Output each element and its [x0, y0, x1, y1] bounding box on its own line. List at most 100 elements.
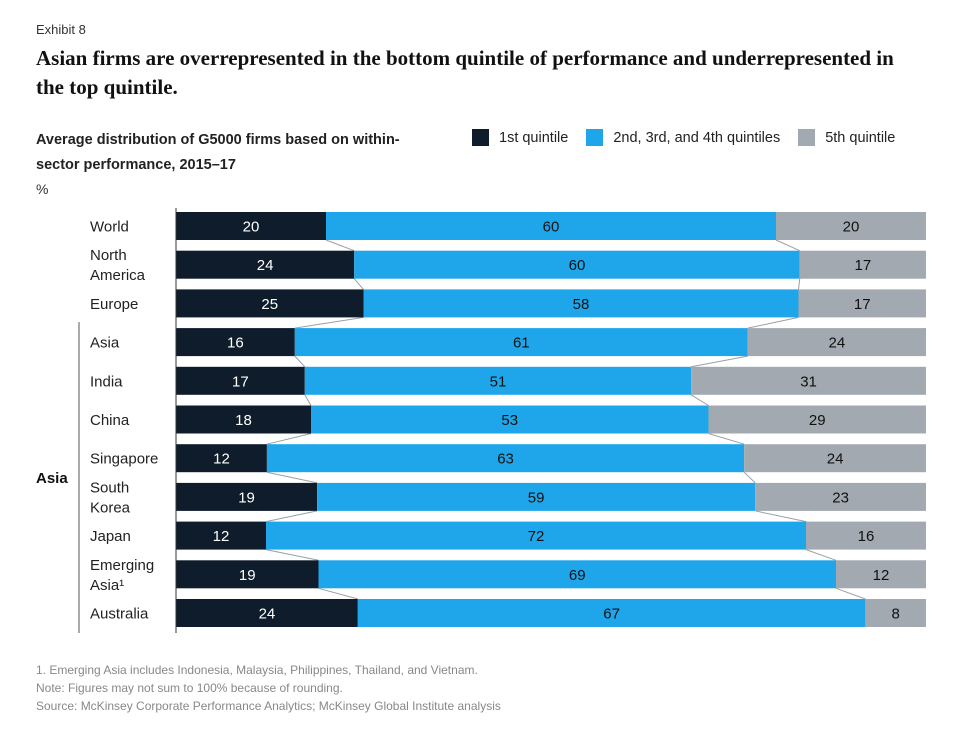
data-label: 24 — [257, 257, 274, 274]
bar-segment-q1 — [176, 405, 311, 434]
bar-segment-q1 — [176, 444, 267, 473]
connector-line — [691, 355, 748, 368]
bar-segment-q5 — [691, 366, 926, 395]
data-label: 24 — [827, 451, 844, 468]
legend-item-1st-quintile: 1st quintile — [472, 129, 568, 146]
data-label: 63 — [497, 451, 514, 468]
category-label: Korea — [90, 499, 131, 516]
connector-line — [798, 278, 801, 290]
bar-segment-q5 — [836, 560, 926, 589]
data-label: 23 — [832, 489, 849, 506]
footnote-note: Note: Figures may not sum to 100% becaus… — [36, 681, 343, 695]
bar-segment-q2-4 — [357, 599, 866, 627]
category-label: Australia — [90, 606, 149, 623]
category-label: China — [90, 412, 130, 429]
connector-line — [304, 394, 312, 406]
data-label: 12 — [873, 567, 890, 584]
data-label: 19 — [238, 489, 255, 506]
data-label: 17 — [855, 257, 872, 274]
category-label: South — [90, 479, 129, 496]
bar-segment-q5 — [798, 289, 926, 318]
legend-item-middle-quintiles: 2nd, 3rd, and 4th quintiles — [586, 129, 780, 146]
bar-segment-q2-4 — [266, 444, 745, 473]
bar-segment-q1 — [176, 250, 355, 279]
data-label: 59 — [528, 489, 545, 506]
connector-line — [266, 433, 312, 445]
legend-swatch-middle-quintiles — [586, 129, 604, 146]
footnotes: 1. Emerging Asia includes Indonesia, Mal… — [36, 661, 501, 715]
category-label: America — [90, 267, 146, 284]
bar-segment-q5 — [776, 212, 926, 240]
legend-label-middle-quintiles: 2nd, 3rd, and 4th quintiles — [613, 129, 781, 146]
bar-segment-q5 — [799, 250, 926, 279]
bar-segment-q1 — [176, 560, 319, 589]
connector-line — [353, 278, 364, 290]
bar-segment-q5 — [865, 599, 926, 627]
bar-segment-q1 — [176, 482, 318, 511]
data-label: 20 — [843, 219, 860, 236]
data-label: 18 — [235, 412, 252, 429]
category-label: India — [90, 373, 123, 390]
connector-line — [708, 433, 745, 445]
connector-line — [805, 549, 837, 561]
bar-segment-q5 — [755, 482, 926, 511]
bar-segment-q1 — [176, 599, 358, 627]
legend: 1st quintile 2nd, 3rd, and 4th quintiles… — [472, 129, 895, 146]
connector-line — [265, 549, 319, 561]
bar-segment-q1 — [176, 328, 295, 357]
category-label: Japan — [90, 528, 131, 545]
data-label: 31 — [800, 373, 817, 390]
connector-line — [743, 471, 756, 484]
bar-segment-q2-4 — [304, 366, 692, 395]
bar-segment-q5 — [708, 405, 926, 434]
category-label: Singapore — [90, 451, 158, 468]
connector-line — [835, 587, 866, 600]
category-label: Asia¹ — [90, 577, 124, 594]
connector-line — [325, 239, 355, 252]
bar-segment-q1 — [176, 366, 305, 395]
connector-line — [266, 471, 318, 484]
legend-label-5th-quintile: 5th quintile — [825, 129, 896, 146]
legend-swatch-1st-quintile — [472, 129, 489, 146]
legend-swatch-5th-quintile — [798, 129, 816, 146]
data-label: 17 — [854, 296, 871, 313]
connector-line — [775, 239, 800, 252]
data-label: 16 — [227, 335, 244, 352]
bar-segment-q2-4 — [326, 212, 776, 240]
bar-segment-q1 — [176, 289, 364, 318]
bar-segment-q2-4 — [266, 521, 806, 550]
data-label: 72 — [528, 528, 545, 545]
legend-label-1st-quintile: 1st quintile — [499, 129, 569, 146]
bar-segment-q2-4 — [317, 482, 756, 511]
bar-segment-q2-4 — [363, 289, 799, 318]
unit-label: % — [36, 181, 49, 197]
category-label: Asia — [90, 335, 120, 352]
data-label: 67 — [603, 606, 620, 623]
data-label: 12 — [213, 528, 230, 545]
data-label: 60 — [569, 257, 586, 274]
connector-line — [265, 510, 318, 523]
data-label: 24 — [259, 606, 276, 623]
category-label: North — [90, 247, 127, 264]
bar-segment-q2-4 — [294, 328, 748, 357]
connector-line — [747, 316, 799, 329]
bar-segment-q5 — [747, 328, 926, 357]
category-label: Emerging — [90, 557, 154, 574]
data-label: 25 — [261, 296, 278, 313]
data-label: 69 — [569, 567, 586, 584]
data-label: 24 — [829, 335, 846, 352]
data-label: 29 — [809, 412, 826, 429]
bar-segment-q5 — [744, 444, 926, 473]
bar-segment-q2-4 — [311, 405, 709, 434]
group-label-asia: Asia — [36, 470, 68, 487]
connector-line — [755, 510, 807, 523]
footnote-source: Source: McKinsey Corporate Performance A… — [36, 699, 501, 713]
exhibit-label: Exhibit 8 — [36, 22, 86, 37]
chart-subtitle: Average distribution of G5000 firms base… — [36, 132, 400, 173]
data-label: 12 — [213, 451, 230, 468]
data-label: 60 — [543, 219, 560, 236]
chart-title: Asian firms are overrepresented in the b… — [36, 46, 894, 99]
data-label: 51 — [490, 373, 507, 390]
connector-line — [294, 355, 306, 368]
